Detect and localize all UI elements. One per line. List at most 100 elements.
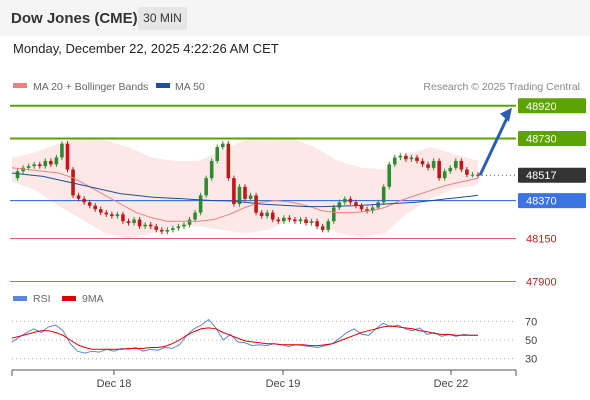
candle-body [354,202,358,206]
candle-body [143,224,147,227]
level-label-48370: 48370 [526,196,557,208]
candle-body [82,198,86,203]
candle-body [98,209,103,213]
candle-body [259,212,264,217]
candle-body [398,155,403,158]
header-bar: Dow Jones (CME) 30 MIN [0,0,590,36]
datetime-label: Monday, December 22, 2025 4:22:26 AM CET [13,41,279,56]
legend-ma20-label: MA 20 + Bollinger Bands [33,81,148,93]
candle-body [232,178,236,205]
candle-body [465,169,469,175]
candle-body [54,157,59,165]
candle-body [110,214,114,217]
rsi-line [11,318,478,354]
candle-body [426,164,430,168]
candle-body [237,186,242,205]
candle-body [331,207,336,222]
candle-body [71,169,75,196]
candle-body [15,171,20,179]
rsi-ma-line [11,325,478,350]
rsi-tick-70: 70 [525,316,537,328]
forecast-arrow [478,113,511,176]
candle-body [32,164,36,167]
candle-body [215,147,220,161]
x-tick-label: Dec 22 [434,378,469,390]
candle-body [392,157,397,165]
timeframe-badge[interactable]: 30 MIN [138,7,187,30]
candle-body [276,219,281,222]
candle-body [326,221,331,230]
candle-body [93,205,98,210]
candle-body [365,209,369,211]
candle-body [137,219,142,227]
candle-body [76,195,81,199]
candle-body [187,219,192,225]
candle-body [304,219,308,223]
candle-body [381,186,386,203]
candle-body [115,214,120,217]
candle-body [60,143,64,158]
watermark: Research © 2025 Trading Central [423,81,580,93]
candle-body [182,224,186,227]
candle-body [49,160,53,165]
candle-body [209,160,214,179]
candle-body [21,167,25,172]
candle-body [320,226,325,230]
candle-body [387,164,392,187]
candle-body [148,224,153,227]
x-axis: Dec 18 Dec 19 Dec 22 [11,369,517,390]
candle-body [121,214,125,222]
candle-body [337,202,342,208]
candle-body [87,202,92,206]
rsi-lines [11,318,478,354]
candle-body [104,212,109,215]
instrument-title: Dow Jones (CME) [11,10,138,27]
candle-body [442,171,447,179]
candle-body [159,229,164,232]
legend-9ma-swatch [62,296,76,301]
candle-body [198,195,203,213]
candle-body [437,160,441,179]
rsi-tick-30: 30 [525,354,537,366]
candle-body [171,228,175,230]
rsi-tick-50: 50 [525,335,537,347]
legend-9ma-label: 9MA [82,293,104,305]
candle-body [176,226,181,229]
level-box-48920 [518,98,586,114]
candle-body [348,198,353,203]
candle-body [132,219,136,223]
candle-body [26,166,31,168]
candle-body [221,143,225,148]
candle-body [476,174,480,176]
candle-body [265,212,269,217]
x-tick-label: Dec 19 [266,378,301,390]
rsi-panel: 70 50 30 [12,316,537,366]
level-label-48150: 48150 [526,233,557,245]
candle-body [243,186,247,199]
level-label-48920: 48920 [526,101,557,113]
candle-body [404,155,408,160]
ma50-line [11,172,479,208]
candle-body [448,167,453,172]
candle-body [282,217,286,222]
candle-body [415,157,419,161]
legend-ma50-swatch [156,83,170,88]
ma-layer [11,107,512,222]
candle-body [293,219,297,222]
candle-body [165,229,170,232]
level-label-48517: 48517 [526,170,557,182]
candle-body [298,219,303,222]
candle-body [359,205,364,210]
candle-body [37,164,42,167]
candle-body [65,143,70,170]
level-label-47900: 47900 [526,277,557,289]
candle-body [248,195,253,199]
candle-body [370,207,375,211]
candle-body [193,212,197,220]
candle-body [420,160,425,165]
level-label-48730: 48730 [526,134,557,146]
candle-body [315,221,319,227]
candle-body [343,198,347,203]
forecast-arrowhead [500,107,512,122]
